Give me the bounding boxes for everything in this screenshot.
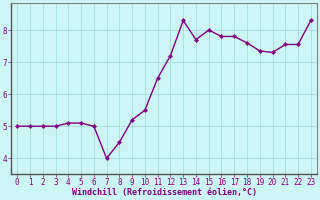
X-axis label: Windchill (Refroidissement éolien,°C): Windchill (Refroidissement éolien,°C) [72,188,257,197]
